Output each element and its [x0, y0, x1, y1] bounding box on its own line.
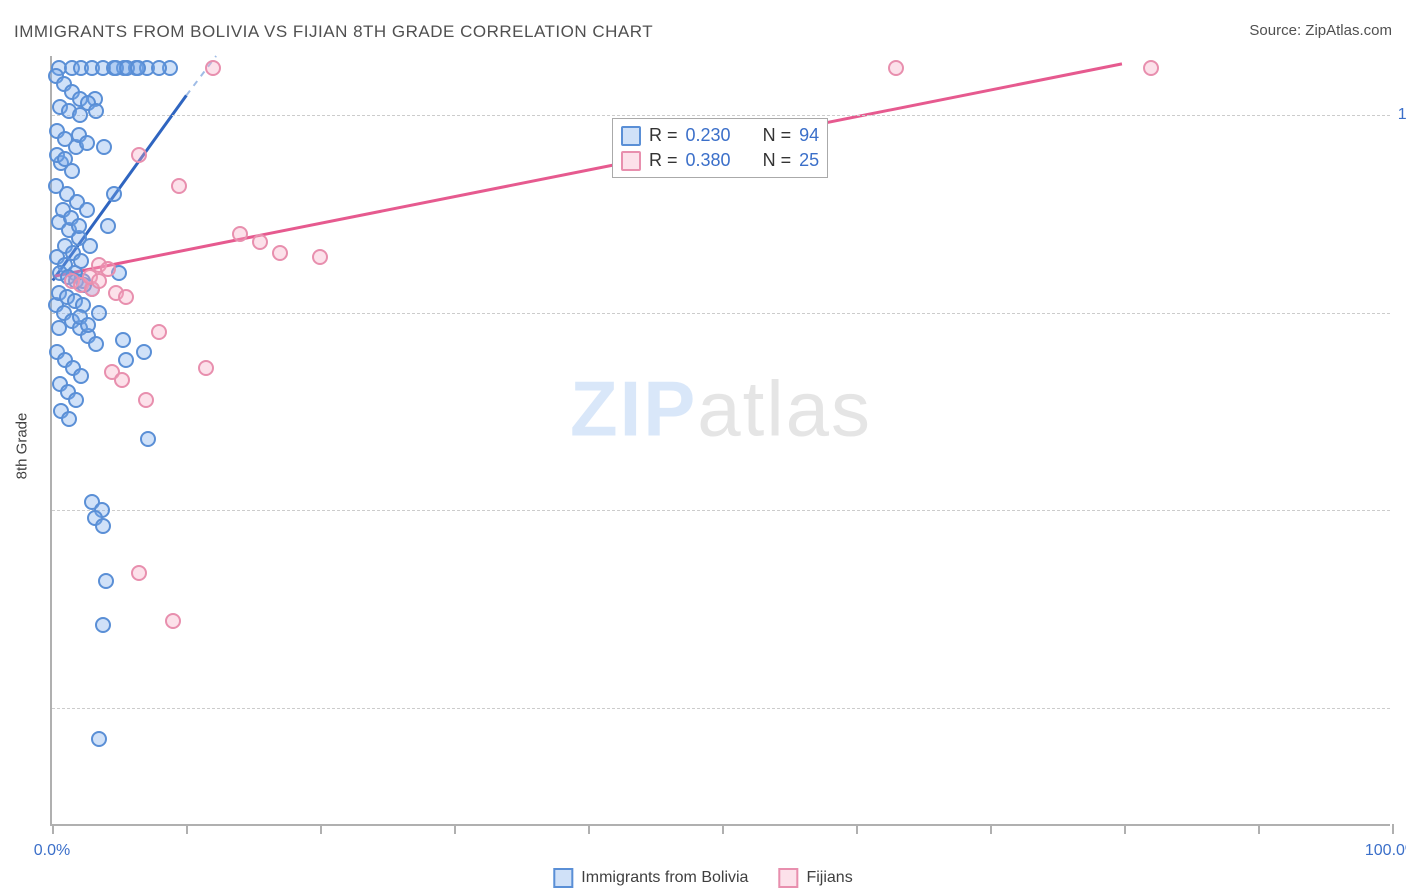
legend-n-value-bolivia: 94: [799, 125, 819, 146]
scatter-point-fijians: [165, 613, 181, 629]
x-tick: [990, 824, 992, 834]
chart-title: IMMIGRANTS FROM BOLIVIA VS FIJIAN 8TH GR…: [14, 22, 653, 42]
scatter-point-fijians: [272, 245, 288, 261]
scatter-point-bolivia: [51, 320, 67, 336]
x-tick: [588, 824, 590, 834]
scatter-point-bolivia: [88, 336, 104, 352]
correlation-legend: R = 0.230 N = 94 R = 0.380 N = 25: [612, 118, 828, 178]
legend-row-fijians: R = 0.380 N = 25: [621, 148, 819, 173]
scatter-point-bolivia: [118, 352, 134, 368]
scatter-point-bolivia: [88, 103, 104, 119]
legend-n-label-bolivia: N =: [763, 125, 792, 146]
series-name-bolivia: Immigrants from Bolivia: [581, 869, 748, 887]
legend-r-label-fijians: R =: [649, 150, 678, 171]
watermark-light: atlas: [697, 365, 872, 453]
legend-r-value-fijians: 0.380: [686, 150, 731, 171]
x-tick: [722, 824, 724, 834]
scatter-point-fijians: [252, 234, 268, 250]
x-tick: [454, 824, 456, 834]
scatter-point-bolivia: [91, 731, 107, 747]
x-tick: [52, 824, 54, 834]
scatter-point-bolivia: [61, 411, 77, 427]
scatter-point-fijians: [151, 324, 167, 340]
scatter-point-fijians: [131, 147, 147, 163]
legend-row-bolivia: R = 0.230 N = 94: [621, 123, 819, 148]
scatter-point-bolivia: [71, 218, 87, 234]
watermark-bold: ZIP: [570, 365, 697, 453]
scatter-point-bolivia: [95, 518, 111, 534]
scatter-point-fijians: [114, 372, 130, 388]
source-link[interactable]: ZipAtlas.com: [1305, 22, 1392, 39]
legend-n-value-fijians: 25: [799, 150, 819, 171]
scatter-point-bolivia: [130, 60, 146, 76]
scatter-point-bolivia: [106, 186, 122, 202]
source-label: Source:: [1249, 22, 1305, 39]
legend-r-label-bolivia: R =: [649, 125, 678, 146]
chart-container: IMMIGRANTS FROM BOLIVIA VS FIJIAN 8TH GR…: [0, 0, 1406, 892]
x-tick: [1392, 824, 1394, 834]
series-name-fijians: Fijians: [806, 869, 852, 887]
legend-r-value-bolivia: 0.230: [686, 125, 731, 146]
x-tick: [186, 824, 188, 834]
grid-line: [52, 510, 1390, 511]
scatter-point-bolivia: [96, 139, 112, 155]
scatter-point-fijians: [131, 565, 147, 581]
x-tick: [320, 824, 322, 834]
legend-swatch-fijians: [621, 151, 641, 171]
scatter-point-bolivia: [98, 573, 114, 589]
scatter-point-fijians: [138, 392, 154, 408]
scatter-point-fijians: [118, 289, 134, 305]
plot-area: ZIPatlas R = 0.230 N = 94 R = 0.380 N = …: [50, 56, 1390, 826]
y-tick-label: 100.0%: [1398, 106, 1406, 124]
scatter-point-bolivia: [95, 617, 111, 633]
scatter-point-bolivia: [82, 238, 98, 254]
scatter-point-bolivia: [100, 218, 116, 234]
scatter-point-bolivia: [73, 253, 89, 269]
series-swatch-fijians: [778, 868, 798, 888]
x-tick: [1124, 824, 1126, 834]
legend-swatch-bolivia: [621, 126, 641, 146]
x-tick-label: 100.0%: [1365, 842, 1406, 860]
trend-line-fijians: [53, 64, 1122, 277]
x-tick-label: 0.0%: [34, 842, 70, 860]
series-legend: Immigrants from Bolivia Fijians: [553, 868, 852, 888]
scatter-point-fijians: [1143, 60, 1159, 76]
legend-n-label-fijians: N =: [763, 150, 792, 171]
series-legend-fijians: Fijians: [778, 868, 852, 888]
watermark: ZIPatlas: [570, 364, 872, 455]
source-attribution: Source: ZipAtlas.com: [1249, 22, 1392, 39]
scatter-point-bolivia: [57, 151, 73, 167]
scatter-point-bolivia: [68, 392, 84, 408]
scatter-point-bolivia: [136, 344, 152, 360]
scatter-point-fijians: [232, 226, 248, 242]
grid-line: [52, 313, 1390, 314]
scatter-point-fijians: [91, 273, 107, 289]
grid-line: [52, 115, 1390, 116]
series-swatch-bolivia: [553, 868, 573, 888]
series-legend-bolivia: Immigrants from Bolivia: [553, 868, 748, 888]
scatter-point-fijians: [205, 60, 221, 76]
scatter-point-bolivia: [73, 368, 89, 384]
x-tick: [1258, 824, 1260, 834]
scatter-point-fijians: [312, 249, 328, 265]
x-tick: [856, 824, 858, 834]
y-axis-label: 8th Grade: [14, 413, 31, 480]
scatter-point-bolivia: [115, 332, 131, 348]
scatter-point-fijians: [888, 60, 904, 76]
scatter-point-fijians: [198, 360, 214, 376]
scatter-point-bolivia: [140, 431, 156, 447]
grid-line: [52, 708, 1390, 709]
scatter-point-bolivia: [151, 60, 167, 76]
scatter-point-bolivia: [79, 202, 95, 218]
scatter-point-bolivia: [91, 305, 107, 321]
scatter-point-bolivia: [79, 135, 95, 151]
scatter-point-fijians: [171, 178, 187, 194]
